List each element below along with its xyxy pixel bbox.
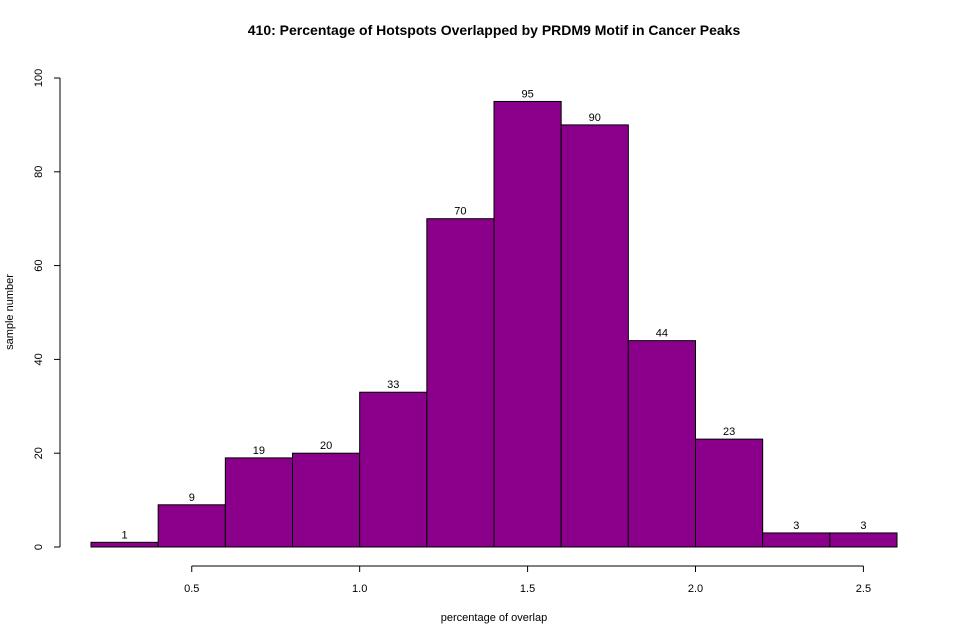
x-axis: 0.5 1.0 1.5 2.0 2.5 xyxy=(184,565,871,595)
y-axis: 0 20 40 60 80 100 xyxy=(33,69,61,550)
histogram-bar xyxy=(359,391,428,548)
bar-count-label: 3 xyxy=(860,520,866,532)
bar-count-label: 90 xyxy=(589,112,601,124)
histogram-bar xyxy=(762,532,831,548)
bar-count-label: 33 xyxy=(387,379,399,391)
y-tick-label: 20 xyxy=(33,447,45,459)
bar-count-label: 44 xyxy=(656,328,668,340)
histogram-bar xyxy=(560,124,629,548)
histogram-bar xyxy=(157,504,226,548)
histogram-bar xyxy=(90,541,159,548)
chart-title: 410: Percentage of Hotspots Overlapped b… xyxy=(248,22,741,38)
histogram-bar xyxy=(493,100,562,548)
x-tick-label: 1.0 xyxy=(352,583,367,595)
histogram-bar xyxy=(224,457,293,548)
bar-count-label: 3 xyxy=(793,520,799,532)
bar-count-label: 1 xyxy=(122,529,128,541)
histogram-bar xyxy=(829,532,898,548)
y-tick-label: 40 xyxy=(33,353,45,365)
y-tick-label: 0 xyxy=(33,544,45,550)
x-tick-label: 1.5 xyxy=(520,583,535,595)
bar-count-label: 19 xyxy=(253,445,265,457)
x-tick-label: 2.5 xyxy=(856,583,871,595)
bars-group xyxy=(90,100,898,548)
histogram-bar xyxy=(695,438,764,548)
bar-count-label: 95 xyxy=(521,88,533,100)
bar-count-label: 20 xyxy=(320,440,332,452)
y-tick-label: 100 xyxy=(33,69,45,87)
histogram-bar xyxy=(292,452,361,548)
bar-count-label: 23 xyxy=(723,426,735,438)
bar-count-label: 9 xyxy=(189,492,195,504)
histogram-bar xyxy=(426,218,495,548)
x-tick-label: 0.5 xyxy=(184,583,199,595)
bar-count-label: 70 xyxy=(454,206,466,218)
x-tick-label: 2.0 xyxy=(688,583,703,595)
y-axis-label: sample number xyxy=(4,274,16,350)
y-tick-label: 60 xyxy=(33,259,45,271)
y-tick-label: 80 xyxy=(33,166,45,178)
histogram-bar xyxy=(627,340,696,548)
x-axis-label: percentage of overlap xyxy=(441,612,547,624)
